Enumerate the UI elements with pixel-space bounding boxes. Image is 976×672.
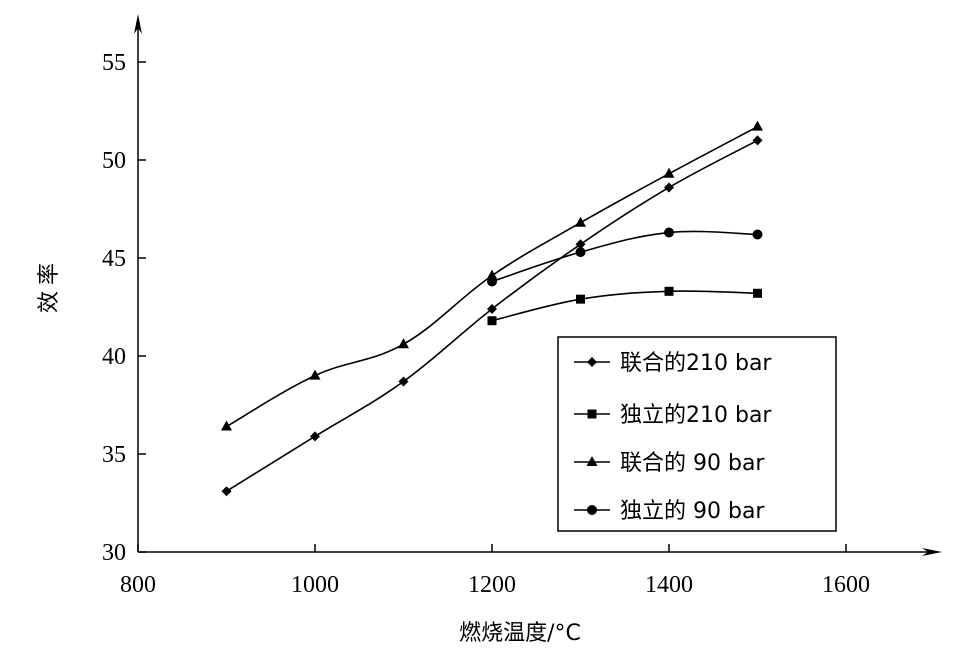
series-line <box>491 230 758 283</box>
x-tick-label: 1600 <box>822 572 870 598</box>
series-layer <box>221 120 763 497</box>
marker-triangle <box>752 120 763 131</box>
y-tick-label: 40 <box>102 344 126 370</box>
series-circle <box>487 227 763 287</box>
marker-diamond <box>487 303 497 314</box>
marker-square <box>753 288 762 298</box>
marker-diamond <box>587 357 597 367</box>
legend: 联合的210 bar 独立的210 bar 联合的 90 bar 独立的 90 bar <box>557 336 837 532</box>
marker-square <box>587 409 597 419</box>
x-axis-title: 燃烧温度/°C <box>459 621 581 646</box>
marker-triangle <box>663 167 675 178</box>
x-tick-label: 1000 <box>291 572 339 598</box>
y-tick-label: 45 <box>102 246 126 272</box>
y-tick-label: 55 <box>102 50 126 76</box>
series-diamond <box>221 135 763 497</box>
y-tick-label: 30 <box>102 540 126 566</box>
x-tick-label: 800 <box>120 572 156 598</box>
marker-circle <box>575 247 586 258</box>
legend-item: 独立的210 bar <box>574 403 772 428</box>
marker-square <box>576 294 585 304</box>
marker-triangle <box>221 420 232 431</box>
marker-triangle <box>398 338 409 349</box>
marker-triangle <box>586 456 598 466</box>
marker-diamond <box>752 135 763 146</box>
legend-label: 独立的 90 bar <box>620 499 765 524</box>
x-tick-label: 1400 <box>645 572 693 598</box>
marker-circle <box>752 229 763 240</box>
marker-diamond <box>575 239 586 250</box>
axes: 800 1000 1200 1400 1600 30 35 40 45 50 55 <box>102 14 942 598</box>
y-tick-label: 50 <box>102 148 126 174</box>
series-line <box>491 290 758 322</box>
legend-label: 独立的210 bar <box>620 403 772 428</box>
series-square <box>487 286 762 326</box>
marker-triangle <box>575 216 586 227</box>
legend-item: 独立的 90 bar <box>574 499 765 524</box>
marker-diamond <box>310 431 320 442</box>
marker-diamond <box>398 376 409 387</box>
x-tick-label: 1200 <box>468 572 516 598</box>
marker-diamond <box>664 182 674 193</box>
marker-circle <box>587 505 597 515</box>
marker-triangle <box>309 369 321 380</box>
marker-square <box>487 316 497 326</box>
legend-label: 联合的 90 bar <box>620 451 765 476</box>
y-axis-title: 效率 <box>37 257 62 313</box>
x-axis-arrow <box>922 548 942 556</box>
marker-circle <box>664 227 674 238</box>
legend-item: 联合的 90 bar <box>574 451 765 476</box>
marker-square <box>664 286 674 296</box>
legend-box <box>557 336 837 532</box>
y-tick-label: 35 <box>102 442 126 468</box>
marker-circle <box>487 276 497 287</box>
legend-label: 联合的210 bar <box>620 351 772 376</box>
legend-item: 联合的210 bar <box>574 351 772 376</box>
marker-triangle <box>486 269 498 280</box>
marker-diamond <box>221 486 232 497</box>
y-axis-arrow <box>134 14 142 34</box>
series-triangle <box>221 120 763 431</box>
